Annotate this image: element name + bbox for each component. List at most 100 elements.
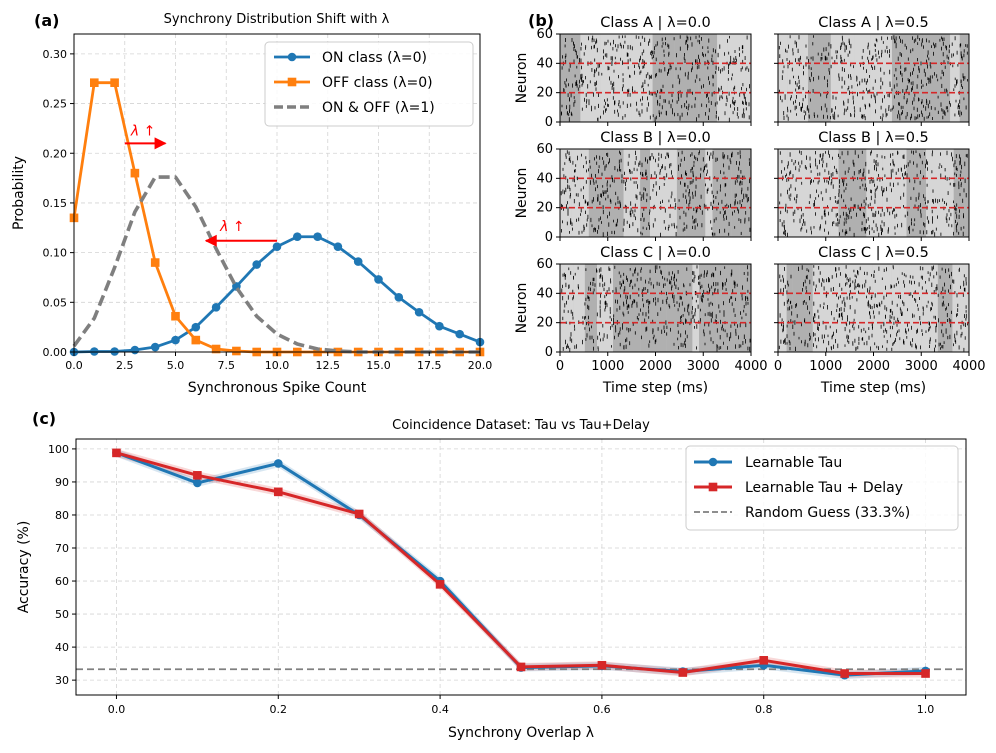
chart-a-point [333, 242, 343, 251]
chart-c-legend-marker [708, 482, 718, 492]
chart-c-ytick-label: 90 [55, 476, 69, 489]
raster-band [872, 264, 892, 352]
chart-a-xtick-label: 10.0 [265, 359, 290, 372]
chart-c-legend-label: Random Guess (33.3%) [745, 505, 910, 521]
raster-subplot-4: Class C | λ=0.0 0 20 40 60 Neuron 0 1000 2000 300… [514, 245, 768, 396]
chart-a-point [90, 78, 99, 87]
raster-band [854, 34, 871, 122]
raster-xtick-label: 0 [556, 359, 564, 374]
chart-c-band-1 [116, 448, 926, 678]
raster-ytick-label: 20 [536, 201, 553, 216]
chart-a-ytick-label: 0.15 [43, 197, 68, 210]
raster-ytick-label: 40 [536, 286, 553, 301]
chart-a-legend-label: ON & OFF (λ=1) [322, 100, 435, 116]
chart-a-ytick-label: 0.05 [43, 296, 68, 309]
chart-c-xtick-label: 0.0 [108, 703, 126, 716]
raster-band [712, 149, 732, 237]
raster-xlabel: Time step (ms) [602, 380, 708, 396]
raster-subplot-2: Class B | λ=0.0 0 20 40 60 Neuron [514, 130, 752, 245]
raster-ytick-label: 0 [545, 115, 553, 130]
raster-ytick-label: 60 [536, 142, 553, 157]
chart-a-legend-label: OFF class (λ=0) [322, 75, 433, 91]
chart-a-ytick-label: 0.20 [43, 147, 68, 160]
raster-band [838, 149, 852, 237]
raster-band [925, 149, 954, 237]
raster-subplot-title: Class A | λ=0.5 [818, 15, 929, 31]
raster-band [650, 149, 677, 237]
raster-band [952, 264, 969, 352]
raster-xtick-label: 3000 [687, 359, 720, 374]
raster-band [792, 264, 813, 352]
chart-b: Class A | λ=0.0 0 20 40 60 Neuron Class A | λ=… [514, 15, 986, 396]
chart-a-xtick-label: 20.0 [468, 359, 493, 372]
chart-c-point [273, 459, 283, 468]
chart-c-xtick-label: 0.8 [755, 703, 773, 716]
chart-a-xtick-label: 7.5 [218, 359, 236, 372]
chart-c-ytick-label: 80 [55, 509, 69, 522]
chart-c-point [678, 668, 688, 677]
raster-band [676, 149, 686, 237]
raster-ytick-label: 0 [545, 230, 553, 245]
chart-a-point [353, 257, 363, 266]
raster-spikes [561, 265, 751, 352]
raster-subplot-5: Class C | λ=0.5 0 1000 2000 3000 4000 Time ste… [774, 245, 986, 396]
chart-c-legend-label: Learnable Tau [745, 455, 842, 471]
chart-a-xtick-label: 17.5 [417, 359, 442, 372]
chart-a-ytick-label: 0.30 [43, 48, 68, 61]
raster-ytick-label: 60 [536, 27, 553, 42]
raster-subplot-title: Class C | λ=0.5 [818, 245, 929, 261]
raster-subplot-title: Class C | λ=0.0 [600, 245, 711, 261]
raster-spikes [560, 150, 751, 237]
raster-ytick-label: 40 [536, 56, 553, 71]
raster-spikes [778, 265, 968, 352]
raster-band [809, 149, 831, 237]
raster-band [560, 149, 572, 237]
raster-subplot-title: Class A | λ=0.0 [600, 15, 711, 31]
raster-band [959, 34, 969, 122]
chart-a-point [394, 293, 404, 302]
chart-a-legend-marker [287, 77, 297, 87]
chart-c-point [597, 660, 607, 670]
chart-c-series [76, 448, 966, 680]
chart-a-point [130, 345, 140, 355]
chart-c-xlabel: Synchrony Overlap λ [448, 725, 594, 741]
panel-label-b: (b) [528, 11, 554, 30]
raster-band [588, 149, 606, 237]
chart-a-xlabel: Synchronous Spike Count [188, 380, 367, 396]
raster-band [866, 149, 883, 237]
raster-xtick-label: 3000 [905, 359, 938, 374]
chart-a-xtick-label: 2.5 [116, 359, 134, 372]
raster-band [851, 149, 867, 237]
raster-ytick-label: 0 [545, 345, 553, 360]
chart-a-point [171, 311, 180, 321]
raster-xtick-label: 1000 [591, 359, 624, 374]
chart-c-legend-marker [708, 457, 718, 467]
raster-band [778, 34, 788, 122]
raster-band [731, 149, 743, 237]
raster-band [621, 34, 632, 122]
raster-band [571, 149, 581, 237]
raster-ylabel: Neuron [514, 53, 530, 104]
raster-band [597, 264, 614, 352]
chart-c-xtick-label: 0.6 [593, 703, 611, 716]
chart-a-ytick-label: 0.10 [43, 247, 68, 260]
chart-a-point [150, 258, 160, 267]
chart-c-point [435, 580, 445, 589]
raster-band [778, 149, 788, 237]
chart-c-ytick-label: 50 [55, 608, 69, 621]
chart-c-point [759, 656, 769, 665]
chart-c-xtick-label: 0.2 [270, 703, 288, 716]
raster-xtick-label: 4000 [734, 359, 767, 374]
chart-a-point [374, 275, 383, 284]
chart-a-xtick-label: 5.0 [167, 359, 185, 372]
chart-c-ytick-label: 100 [48, 443, 69, 456]
chart-a-point [191, 335, 201, 345]
chart-a-legend-label: ON class (λ=0) [322, 50, 427, 66]
raster-xtick-label: 0 [774, 359, 782, 374]
raster-ylabel: Neuron [514, 168, 530, 219]
chart-c-title: Coincidence Dataset: Tau vs Tau+Delay [392, 418, 650, 433]
chart-c-legend: Learnable Tau Learnable Tau + Delay Random… [685, 445, 959, 531]
raster-band [830, 149, 839, 237]
chart-c-point [840, 669, 849, 678]
raster-subplot-3: Class B | λ=0.5 [774, 130, 970, 241]
